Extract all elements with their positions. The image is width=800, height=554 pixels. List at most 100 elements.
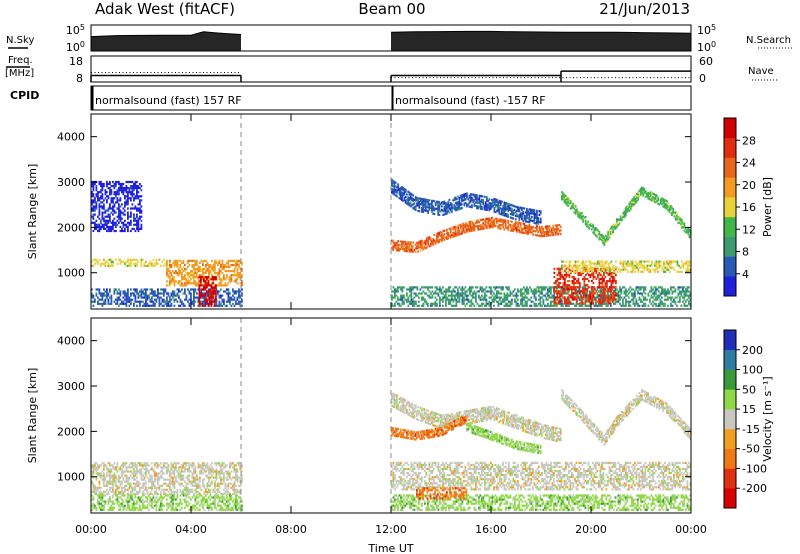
scatter-cell [484, 304, 486, 307]
scatter-cell [109, 486, 111, 489]
scatter-cell [95, 201, 98, 204]
scatter-cell [101, 207, 104, 210]
scatter-cell [399, 196, 402, 199]
scatter-cell [479, 200, 482, 203]
scatter-cell [574, 277, 577, 281]
scatter-cell [622, 286, 624, 289]
scatter-cell [489, 202, 492, 205]
scatter-cell [181, 276, 183, 279]
scatter-cell [417, 199, 420, 202]
scatter-cell [103, 468, 105, 471]
scatter-cell [490, 288, 492, 291]
scatter-cell [471, 220, 473, 223]
scatter-cell [601, 264, 604, 267]
scatter-cell [140, 300, 143, 303]
scatter-cell [468, 230, 471, 233]
scatter-cell [594, 234, 597, 237]
scatter-cell [122, 193, 125, 196]
scatter-cell [188, 302, 191, 305]
scatter-cell [170, 282, 173, 285]
scatter-cell [501, 213, 503, 216]
scatter-cell [649, 191, 652, 194]
scatter-cell [473, 193, 476, 196]
scatter-cell [467, 300, 470, 303]
scatter-cell [401, 286, 404, 289]
scatter-cell [662, 199, 665, 203]
scatter-cell [133, 215, 135, 218]
scatter-cell [661, 292, 663, 295]
scatter-cell [173, 290, 176, 293]
scatter-cell [543, 234, 546, 237]
scatter-cell [94, 209, 96, 212]
scatter-cell [619, 217, 622, 220]
scatter-cell [133, 294, 135, 297]
scatter-cell [203, 294, 205, 297]
scatter-cell [591, 294, 593, 297]
scatter-cell [458, 300, 461, 303]
scatter-cell [166, 261, 168, 264]
scatter-cell [686, 290, 689, 293]
scatter-cell [134, 264, 137, 267]
scatter-cell [97, 488, 99, 491]
scatter-cell [679, 292, 681, 295]
scatter-cell [508, 205, 511, 208]
scatter-cell [604, 282, 607, 285]
scatter-cell [649, 264, 652, 267]
scatter-cell [622, 302, 624, 305]
scatter-cell [401, 191, 403, 194]
scatter-cell [553, 292, 556, 295]
scatter-cell [441, 239, 443, 242]
scatter-cell [134, 180, 137, 184]
scatter-cell [203, 304, 206, 307]
scatter-cell [401, 298, 404, 301]
scatter-cell [598, 232, 601, 235]
scatter-cell [106, 480, 108, 483]
scatter-cell [206, 263, 209, 267]
scatter-cell [104, 189, 107, 192]
scatter-cell [527, 298, 530, 301]
scatter-cell [212, 296, 214, 299]
scatter-cell [128, 298, 131, 301]
scatter-cell [506, 304, 509, 307]
scatter-cell [422, 198, 425, 201]
scatter-cell [578, 216, 581, 219]
scatter-cell [568, 275, 571, 279]
scatter-cell [196, 272, 198, 275]
scatter-cell [478, 304, 480, 307]
scatter-cell [592, 300, 594, 303]
scatter-cell [522, 219, 525, 223]
scatter-cell [534, 230, 537, 233]
scatter-cell [663, 204, 666, 207]
scatter-cell [122, 229, 125, 233]
scatter-cell [680, 292, 683, 295]
scatter-cell [100, 227, 102, 230]
scatter-cell [190, 270, 192, 273]
scatter-cell [466, 230, 468, 233]
scatter-cell [196, 292, 198, 295]
scatter-cell [514, 214, 517, 217]
scatter-cell [649, 193, 652, 196]
scatter-cell [217, 284, 219, 287]
scatter-cell [427, 302, 429, 305]
scatter-cell [676, 214, 678, 217]
scatter-cell [456, 201, 458, 204]
scatter-cell [626, 290, 629, 293]
scatter-cell [612, 229, 615, 232]
scatter-cell [507, 221, 510, 224]
scatter-cell [207, 284, 210, 287]
scatter-cell [472, 302, 474, 305]
scatter-cell [586, 288, 589, 291]
scatter-cell [95, 189, 98, 192]
scatter-cell [458, 233, 461, 236]
scatter-cell [109, 478, 111, 481]
scatter-cell [504, 209, 507, 212]
scatter-cell [681, 270, 683, 273]
scatter-cell [122, 290, 125, 293]
scatter-cell [667, 209, 670, 212]
scatter-cell [427, 209, 430, 213]
scatter-cell [454, 234, 457, 237]
scatter-cell [118, 258, 120, 261]
scatter-cell [133, 302, 135, 305]
scatter-cell [508, 288, 510, 291]
